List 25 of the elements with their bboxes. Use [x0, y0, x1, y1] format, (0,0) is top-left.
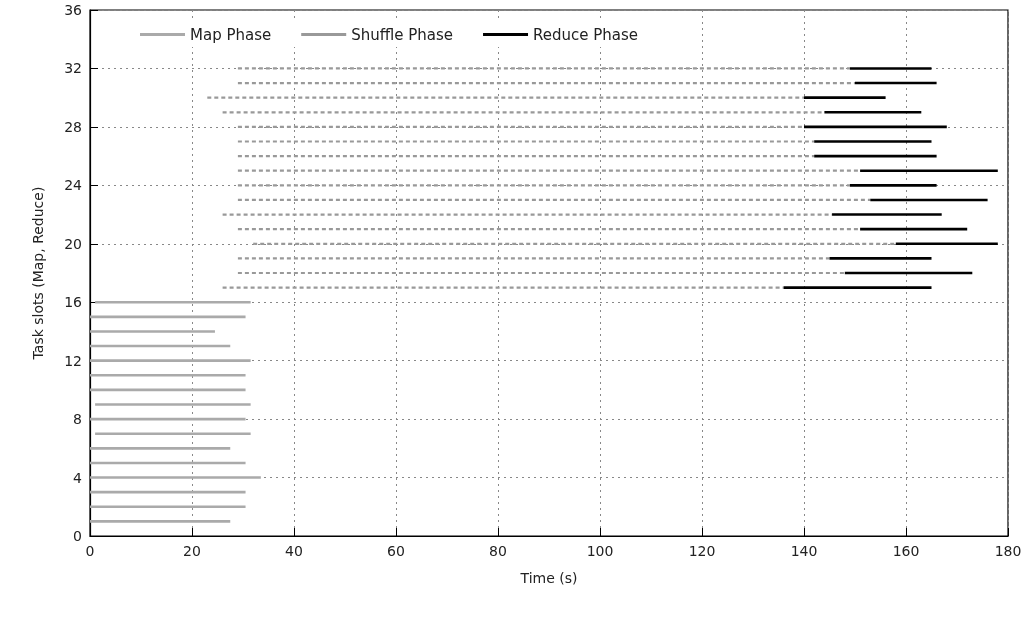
y-tick-label: 4 [73, 469, 83, 486]
x-tick-label: 180 [994, 543, 1022, 559]
x-tick-label: 160 [892, 543, 920, 559]
y-tick-label: 12 [64, 352, 82, 369]
legend-label: Map Phase [190, 25, 272, 44]
x-tick-label: 100 [586, 543, 614, 559]
x-tick-label: 120 [688, 543, 716, 559]
x-tick-label: 0 [85, 543, 95, 559]
y-tick-label: 32 [64, 60, 82, 77]
x-tick-label: 140 [790, 543, 818, 559]
y-tick-label: 24 [64, 177, 83, 194]
x-tick-label: 20 [183, 543, 201, 559]
x-tick-label: 80 [489, 543, 507, 559]
y-tick-label: 8 [73, 411, 82, 428]
y-tick-label: 0 [73, 528, 82, 544]
x-axis-title: Time (s) [519, 570, 578, 586]
legend-label: Shuffle Phase [351, 25, 454, 44]
y-tick-label: 28 [64, 118, 82, 135]
y-tick-label: 16 [64, 294, 83, 311]
y-tick-label: 36 [64, 2, 83, 18]
x-tick-label: 40 [285, 543, 303, 559]
legend-label: Reduce Phase [533, 25, 639, 44]
y-axis-title: Task slots (Map, Reduce) [30, 186, 46, 361]
x-tick-label: 60 [387, 543, 405, 559]
y-tick-label: 20 [64, 235, 82, 252]
